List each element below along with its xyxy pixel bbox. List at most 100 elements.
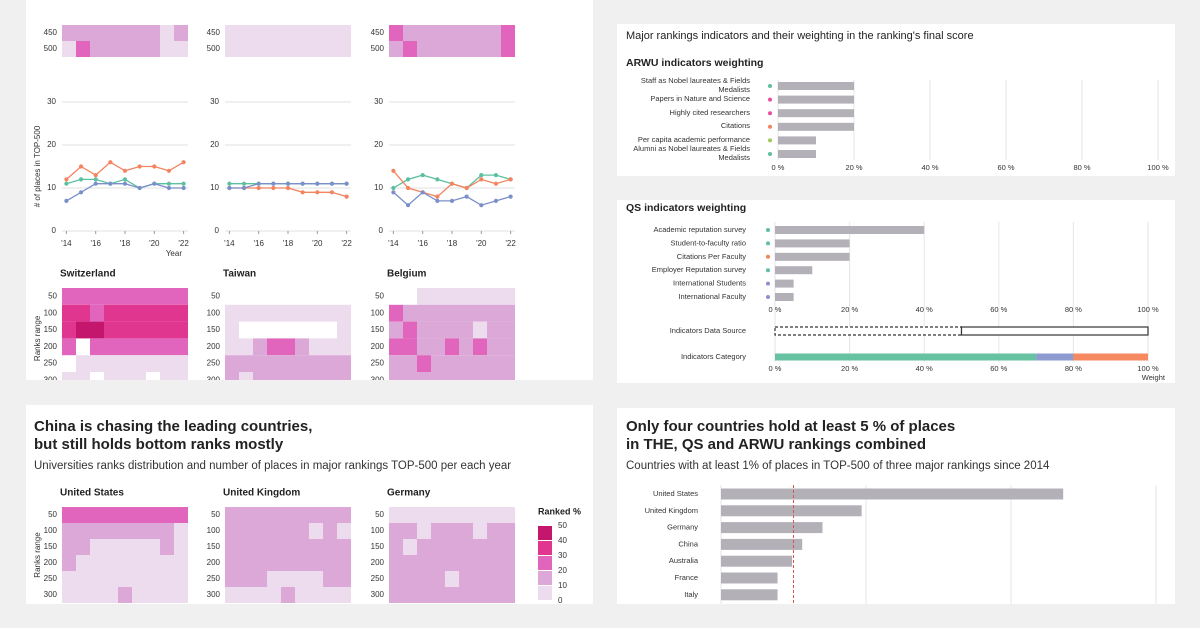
heat-cell — [445, 41, 459, 57]
heat-cell — [76, 321, 90, 339]
heat-cell — [337, 304, 351, 322]
chart-title: Switzerland — [60, 269, 116, 280]
chart-title: ARWU indicators weighting — [626, 57, 763, 69]
heat-cell — [295, 355, 309, 372]
heat-cell — [337, 338, 351, 356]
series-point — [137, 185, 142, 191]
heat-cell — [403, 338, 417, 356]
heat-cell — [487, 304, 501, 322]
heat-cell — [239, 372, 253, 380]
heat-cell — [62, 338, 76, 356]
heat-cell — [389, 41, 403, 57]
panel-title: but still holds bottom ranks mostly — [34, 436, 284, 453]
series-point — [479, 173, 484, 178]
x-tick-label: '14 — [388, 239, 399, 248]
heat-cell — [501, 555, 515, 571]
heat-cell — [118, 555, 132, 571]
heat-cell — [160, 507, 174, 523]
series-point — [256, 185, 261, 191]
y-tick-label: 20 — [374, 140, 383, 149]
category-label: Germany — [667, 523, 698, 532]
y-tick-label: 100 — [44, 526, 58, 535]
series-point — [108, 181, 113, 186]
heat-cell — [431, 304, 445, 322]
heat-cell — [473, 571, 487, 587]
heat-cell — [417, 539, 431, 555]
x-tick-label: '14 — [61, 239, 72, 248]
legend-label: 30 — [558, 551, 567, 560]
heat-cell — [459, 571, 473, 587]
category-label: Student-to-faculty ratio — [671, 238, 746, 247]
heat-cell — [118, 539, 132, 555]
panel: Only four countries hold at least 5 % of… — [617, 408, 1175, 604]
y-tick-label: 10 — [374, 183, 383, 192]
y-tick-label: 500 — [371, 44, 385, 53]
heat-cell — [417, 555, 431, 571]
heat-cell — [323, 355, 337, 372]
legend-label: 50 — [558, 521, 567, 530]
heat-cell — [76, 523, 90, 539]
panel: 4505004505004505000102030'14'16'18'20'22… — [26, 0, 593, 380]
heat-cell — [281, 571, 295, 587]
heat-cell — [76, 507, 90, 523]
category-label: Highly cited researchers — [670, 108, 750, 117]
chart-title: Only four countries hold at least 5 % of… — [626, 418, 955, 435]
bar — [778, 122, 854, 131]
series-point — [449, 198, 455, 203]
bar — [775, 266, 813, 275]
y-tick-label: 50 — [375, 292, 384, 301]
series-point — [493, 198, 499, 203]
heat-cell — [459, 288, 473, 305]
heat-cell — [487, 25, 501, 41]
heat-cell — [323, 41, 337, 57]
heat-cell — [337, 571, 351, 587]
y-tick-label: 200 — [44, 342, 58, 351]
heat-cell — [267, 304, 281, 322]
x-tick-label: 40 % — [916, 364, 933, 373]
heat-cell — [501, 571, 515, 587]
heat-cell — [118, 321, 132, 339]
heat-cell — [281, 507, 295, 523]
category-label: United Kingdom — [645, 506, 698, 515]
x-tick-label: 20 % — [845, 163, 862, 172]
heat-cell — [295, 571, 309, 587]
heat-cell — [267, 355, 281, 372]
series-point — [93, 181, 98, 186]
heat-cell — [337, 355, 351, 372]
heat-cell — [281, 539, 295, 555]
series-point — [508, 177, 513, 182]
heat-cell — [459, 304, 473, 322]
heat-cell — [76, 25, 90, 41]
heat-cell — [267, 571, 281, 587]
y-tick-label: 200 — [371, 342, 385, 351]
heat-cell — [487, 355, 501, 372]
series-point — [464, 185, 469, 191]
heat-cell — [239, 587, 253, 603]
heat-cell — [459, 25, 473, 41]
series-point — [93, 177, 98, 182]
heat-cell — [309, 571, 323, 587]
heat-cell — [132, 321, 146, 339]
chart-title: QS indicators weighting — [626, 202, 746, 214]
heat-cell — [90, 555, 104, 571]
series-point — [405, 203, 411, 208]
y-tick-label: 150 — [44, 325, 58, 334]
heat-cell — [431, 321, 445, 339]
heat-cell — [337, 25, 351, 41]
heat-cell — [501, 304, 515, 322]
x-tick-label: 80 % — [1073, 163, 1090, 172]
heat-cell — [389, 571, 403, 587]
heat-cell — [104, 355, 118, 372]
heat-cell — [239, 507, 253, 523]
heat-cell — [239, 25, 253, 41]
heat-cell — [295, 555, 309, 571]
y-tick-label: 100 — [371, 526, 385, 535]
heat-cell — [309, 355, 323, 372]
category-label: Alumni as Nobel laureates & Fields Medal… — [633, 145, 750, 162]
heat-cell — [309, 372, 323, 380]
heat-cell — [389, 304, 403, 322]
heat-cell — [146, 571, 160, 587]
heat-cell — [295, 304, 309, 322]
y-tick-label: 300 — [207, 590, 221, 599]
series-point — [344, 194, 349, 199]
